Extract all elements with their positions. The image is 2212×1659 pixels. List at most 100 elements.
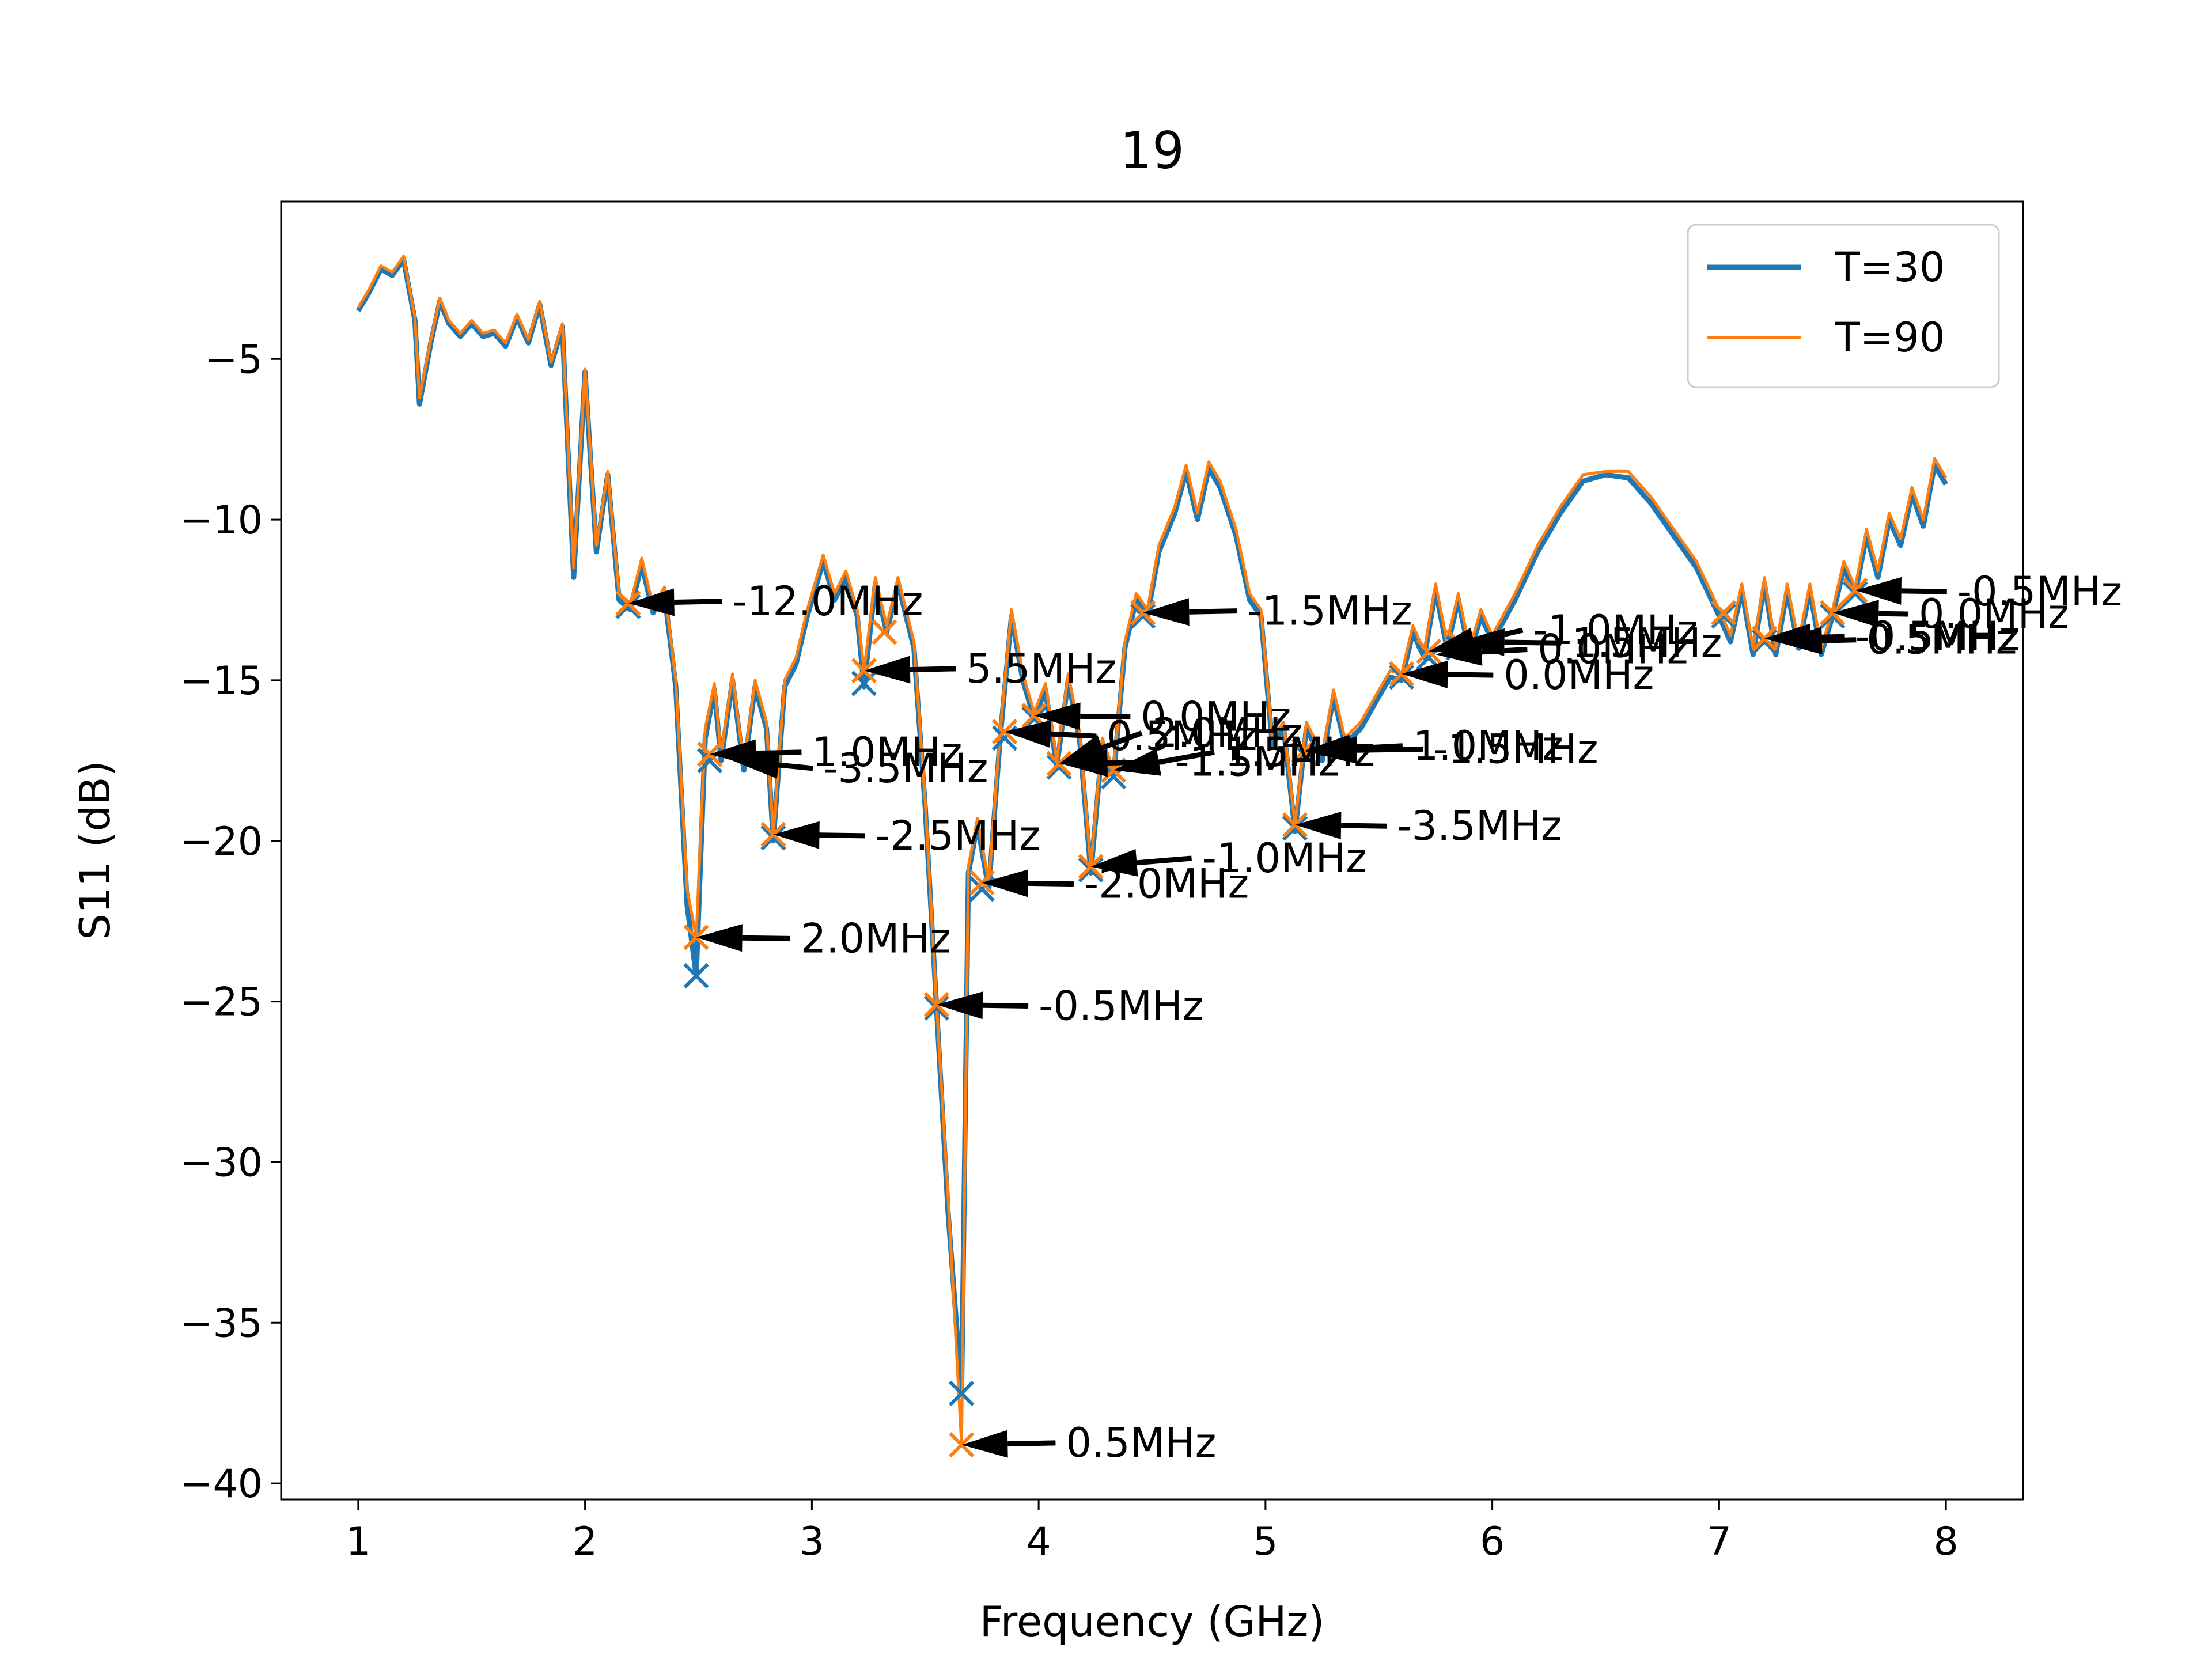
series-2-marker — [1711, 600, 1737, 626]
annotation-label: -2.5MHz — [876, 812, 1040, 859]
series-2-marker — [1291, 738, 1317, 764]
series-2-marker — [1389, 661, 1415, 687]
y-tick-label: −30 — [180, 1140, 263, 1185]
x-tick-label: 5 — [1253, 1519, 1278, 1565]
series-2-marker — [1046, 751, 1072, 777]
series-2-marker — [1842, 577, 1868, 603]
annotation: 0.0MHz — [1034, 694, 1291, 741]
annotation-label: -0.5MHz — [1855, 613, 2020, 660]
x-tick-label: 4 — [1026, 1519, 1051, 1565]
annotation-label: -3.5MHz — [1397, 802, 1562, 850]
annotation-arrow-head — [1310, 736, 1357, 764]
annotation-arrow-shaft — [1080, 713, 1131, 720]
annotation-arrow-head — [1034, 702, 1081, 730]
annotation-label: 0.0MHz — [1919, 590, 2069, 638]
annotation-arrow-shaft — [910, 666, 956, 673]
series-2-marker — [760, 821, 786, 847]
y-tick-label: −40 — [180, 1461, 263, 1507]
annotation-arrow-shaft — [1357, 746, 1423, 753]
annotation-arrow-shaft — [1504, 639, 1562, 646]
annotation-arrow-shaft — [1189, 608, 1237, 615]
annotation-label: 0.0MHz — [1537, 626, 1688, 673]
plot-frame — [280, 200, 2024, 1501]
annotation: 1.0MHz — [710, 729, 963, 776]
series-2-marker — [991, 719, 1018, 745]
legend-label: T=90 — [1835, 314, 1945, 361]
series-1-marker — [615, 593, 641, 619]
annotation-arrow-shaft — [1050, 731, 1097, 739]
series-2-marker — [1078, 854, 1104, 880]
x-tick-label: 2 — [573, 1519, 597, 1565]
annotation: 2.0MHz — [696, 915, 951, 962]
annotation-arrow-head — [1090, 849, 1138, 877]
annotation: -3.5MHz — [732, 745, 988, 792]
annotation-arrow-shaft — [674, 599, 722, 605]
annotation: -0.5MHz — [936, 983, 1203, 1030]
annotation-arrow-shaft — [778, 762, 813, 771]
annotation-label: -1.0MHz — [1533, 607, 1698, 654]
annotation-label: 0.0MHz — [1141, 694, 1291, 741]
annotation-arrow-head — [1458, 628, 1505, 656]
annotation-label: 2.0MHz — [1152, 710, 1302, 757]
annotation: 0.5MHz — [1775, 616, 2017, 664]
annotation-arrow-head — [1775, 627, 1823, 655]
series-1-marker — [1711, 603, 1737, 629]
annotation-arrow-shaft — [1158, 749, 1215, 765]
series-2-marker — [1752, 626, 1778, 652]
series-1-marker — [923, 995, 950, 1021]
annotation-label: 1.0MHz — [812, 729, 962, 776]
annotation: -12.0MHz — [628, 578, 923, 625]
annotation: -1.0MHz — [1429, 607, 1698, 655]
annotation-arrow-head — [696, 924, 743, 952]
annotation-arrow-head — [628, 588, 675, 616]
series-1-marker — [1820, 603, 1846, 629]
annotation-arrow-shaft — [982, 1002, 1029, 1009]
y-axis-title: S11 (dB) — [71, 760, 119, 940]
annotation-arrow-head — [1402, 660, 1448, 688]
x-tick-label: 8 — [1933, 1519, 1958, 1565]
series-2-marker — [697, 741, 723, 767]
series-2-marker — [1820, 600, 1846, 626]
annotation: -1.0MHz — [1090, 835, 1367, 882]
y-tick-label: −20 — [180, 819, 263, 865]
annotation: 5.5MHz — [863, 645, 1116, 692]
annotation-arrow-head — [961, 1430, 1008, 1458]
annotation-arrow-head — [1005, 720, 1052, 748]
annotation: 0.0MHz — [1832, 590, 2069, 638]
annotation-label: -1.5MHz — [1175, 738, 1339, 786]
annotation: 0.0MHz — [1402, 652, 1654, 699]
annotation: 0.5MHz — [961, 1419, 1217, 1467]
series-1-marker — [1389, 664, 1415, 690]
annotation-label: -12.0MHz — [733, 578, 923, 625]
annotation-arrow-head — [982, 869, 1028, 897]
annotation-label: -3.5MHz — [823, 745, 988, 792]
series-1-marker — [683, 963, 709, 989]
annotation: -0.5MHz — [1855, 568, 2122, 615]
chart-title: 19 — [1120, 121, 1184, 180]
annotation-arrow-shaft — [1901, 588, 1947, 594]
legend-label: T=30 — [1835, 244, 1945, 291]
annotation: -2.5MHz — [773, 812, 1040, 859]
series-2-marker — [1130, 600, 1156, 626]
series-1-marker — [1130, 603, 1156, 629]
annotation-arrow-head — [863, 656, 911, 684]
annotation-arrow-shaft — [1137, 855, 1192, 866]
series-line-2 — [357, 255, 1948, 1446]
annotation-arrow-head — [1113, 748, 1161, 776]
annotation-label: 1.5MHz — [1571, 619, 1722, 666]
series-2-marker — [949, 1432, 975, 1458]
annotation-arrow-shaft — [819, 832, 865, 839]
series-1-marker — [1752, 628, 1778, 655]
annotation-label: 0.5MHz — [1066, 1419, 1216, 1467]
annotation: -1.5MHz — [1143, 588, 1412, 635]
annotation-label: 0.5MHz — [1866, 616, 2017, 664]
x-tick-label: 7 — [1707, 1519, 1732, 1565]
y-tick-label: −25 — [180, 980, 263, 1025]
series-1-marker — [1078, 857, 1104, 883]
annotation-arrow-shaft — [1341, 823, 1387, 829]
series-2-marker — [1416, 638, 1442, 664]
x-tick-label: 3 — [800, 1519, 824, 1565]
annotation-arrow-shaft — [1878, 611, 1908, 617]
y-tick-label: −35 — [180, 1301, 263, 1346]
